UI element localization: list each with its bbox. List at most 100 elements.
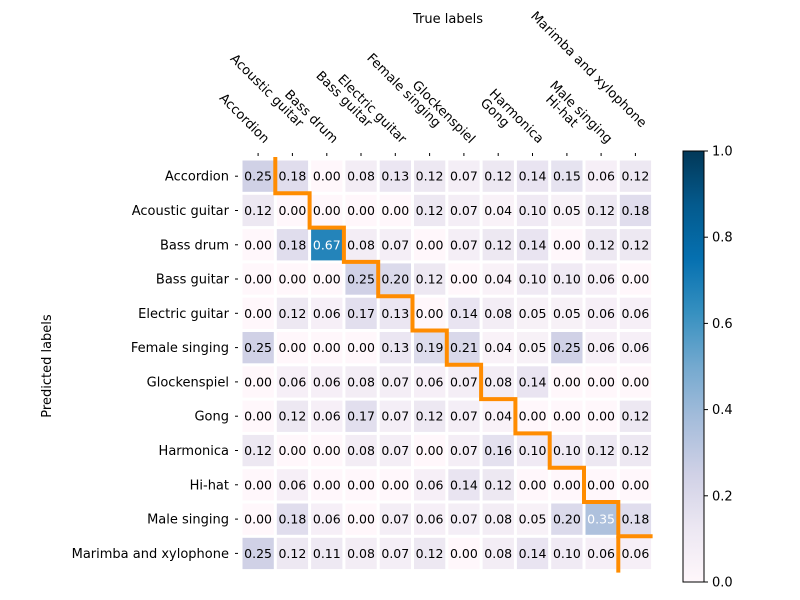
cell-value-label: 0.00 [416, 443, 444, 458]
chart-title: True labels [412, 12, 483, 27]
heatmap-cell [448, 160, 480, 192]
cell-value-label: 0.04 [484, 340, 512, 355]
cell-value-label: 0.00 [347, 512, 375, 527]
heatmap-cell [585, 503, 617, 535]
y-tick-label: Glockenspiel [147, 375, 229, 390]
cell-value-label: 0.04 [484, 203, 512, 218]
cell-value-label: 0.07 [450, 237, 478, 252]
heatmap-cell [276, 400, 309, 432]
cell-value-label: 0.00 [244, 409, 272, 424]
heatmap-cell [345, 332, 377, 364]
y-tick-label: Male singing [147, 513, 229, 528]
cell-value-label: 0.00 [587, 409, 615, 424]
heatmap-cell [276, 297, 309, 329]
heatmap-cell [311, 400, 343, 432]
cell-value-label: 0.00 [313, 477, 341, 492]
heatmap-cell [551, 263, 583, 295]
cell-value-label: 0.00 [553, 477, 581, 492]
cell-value-label: 0.20 [381, 272, 409, 287]
heatmap-cell [414, 503, 446, 535]
heatmap-cell [242, 160, 274, 192]
cell-value-label: 0.00 [621, 272, 649, 287]
heatmap-cell [482, 194, 514, 227]
cell-value-label: 0.07 [381, 374, 409, 389]
heatmap-cell [448, 537, 480, 570]
heatmap-cell [619, 297, 652, 329]
cell-value-label: 0.00 [244, 374, 272, 389]
y-tick-label: Gong [194, 410, 229, 425]
y-tick-label: Harmonica [159, 444, 229, 459]
heatmap-cell [379, 434, 411, 467]
cell-value-label: 0.00 [621, 477, 649, 492]
cell-value-label: 0.00 [244, 477, 272, 492]
cell-value-label: 0.07 [381, 409, 409, 424]
heatmap-cell [276, 537, 309, 570]
cell-value-label: 0.25 [244, 169, 272, 184]
cell-value-label: 0.15 [553, 169, 581, 184]
cell-value-label: 0.12 [484, 169, 512, 184]
cell-value-label: 0.06 [621, 306, 649, 321]
y-tick-label: Female singing [131, 341, 229, 356]
cell-value-label: 0.05 [519, 306, 547, 321]
heatmap-cell [414, 263, 446, 295]
heatmap-cell [414, 469, 446, 501]
heatmap-cell [516, 160, 549, 192]
cell-value-label: 0.07 [381, 443, 409, 458]
heatmap-cell [379, 503, 411, 535]
heatmap-cell [311, 160, 343, 192]
cell-value-label: 0.25 [244, 340, 272, 355]
heatmap-cell [414, 537, 446, 570]
cell-value-label: 0.05 [553, 306, 581, 321]
colorbar-tick-label: 0.0 [712, 576, 733, 591]
y-tick-label: Accordion [165, 170, 229, 185]
cell-value-label: 0.12 [416, 169, 444, 184]
cell-value-label: 0.07 [450, 409, 478, 424]
cell-value-label: 0.05 [553, 203, 581, 218]
cell-value-label: 0.00 [313, 203, 341, 218]
cell-value-label: 0.12 [484, 477, 512, 492]
cell-value-label: 0.18 [278, 169, 306, 184]
heatmap-cell [448, 400, 480, 432]
cell-value-label: 0.17 [347, 409, 375, 424]
cell-value-label: 0.11 [313, 546, 341, 561]
heatmap-cell [379, 366, 411, 398]
heatmap-cell [345, 400, 377, 432]
heatmap-cell [585, 469, 617, 501]
y-tick-labels: Accordion Acoustic guitar Bass drum Bass gu… [72, 170, 238, 562]
heatmap-cell [619, 503, 652, 535]
cell-value-label: 0.14 [519, 546, 547, 561]
heatmap-cell [242, 297, 274, 329]
cell-value-label: 0.00 [450, 272, 478, 287]
heatmap-cell [379, 400, 411, 432]
heatmap-cell [551, 297, 583, 329]
heatmap-cell [482, 469, 514, 501]
heatmap-cell [551, 332, 583, 364]
heatmap-cell [585, 194, 617, 227]
heatmap-cell [242, 229, 274, 261]
heatmap-cell [345, 366, 377, 398]
heatmap-cell [585, 434, 617, 467]
heatmap-cell [516, 366, 549, 398]
cell-value-label: 0.00 [553, 237, 581, 252]
cell-value-label: 0.00 [587, 477, 615, 492]
heatmap-cell [448, 297, 480, 329]
cell-value-label: 0.07 [450, 169, 478, 184]
heatmap-cell [414, 194, 446, 227]
heatmap-cell [311, 332, 343, 364]
heatmap-cell [619, 400, 652, 432]
x-tick-label: Accordion [216, 91, 272, 147]
colorbar-tick-label: 0.4 [712, 403, 733, 418]
cell-value-label: 0.00 [519, 477, 547, 492]
heatmap-cell [551, 434, 583, 467]
cell-value-label: 0.25 [244, 546, 272, 561]
cell-value-label: 0.19 [416, 340, 444, 355]
heatmap-cell [482, 366, 514, 398]
cell-value-label: 0.12 [416, 272, 444, 287]
cell-value-label: 0.06 [587, 306, 615, 321]
heatmap-cell [551, 537, 583, 570]
heatmap-cell [345, 537, 377, 570]
cell-value-label: 0.06 [416, 512, 444, 527]
heatmap-cell [482, 229, 514, 261]
cell-value-label: 0.16 [484, 443, 512, 458]
heatmap-cell [585, 400, 617, 432]
